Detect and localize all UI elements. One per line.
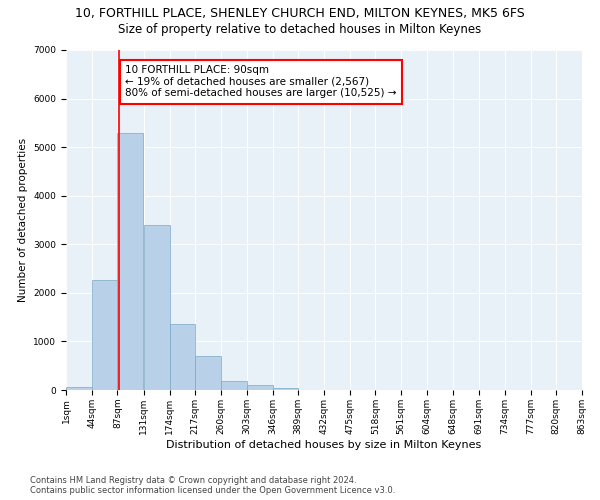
Bar: [144, 225, 170, 390]
Text: Contains HM Land Registry data © Crown copyright and database right 2024.
Contai: Contains HM Land Registry data © Crown c…: [30, 476, 395, 495]
Bar: [92, 280, 118, 390]
Bar: [247, 386, 272, 390]
Bar: [170, 324, 195, 390]
Text: Size of property relative to detached houses in Milton Keynes: Size of property relative to detached ho…: [118, 22, 482, 36]
Y-axis label: Number of detached properties: Number of detached properties: [18, 138, 28, 302]
X-axis label: Distribution of detached houses by size in Milton Keynes: Distribution of detached houses by size …: [166, 440, 482, 450]
Bar: [272, 388, 298, 390]
Bar: [195, 356, 221, 390]
Bar: [118, 132, 143, 390]
Text: 10, FORTHILL PLACE, SHENLEY CHURCH END, MILTON KEYNES, MK5 6FS: 10, FORTHILL PLACE, SHENLEY CHURCH END, …: [75, 8, 525, 20]
Text: 10 FORTHILL PLACE: 90sqm
← 19% of detached houses are smaller (2,567)
80% of sem: 10 FORTHILL PLACE: 90sqm ← 19% of detach…: [125, 66, 397, 98]
Bar: [66, 386, 92, 390]
Bar: [221, 381, 247, 390]
